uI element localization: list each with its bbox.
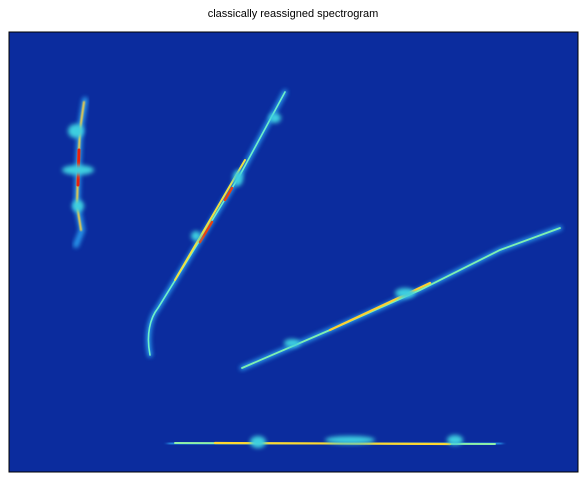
chart: classically reassigned spectrogram — [0, 0, 587, 485]
page: {"chart_data": {"type": "spectrogram", "… — [0, 0, 587, 485]
chart-title: classically reassigned spectrogram — [208, 8, 379, 20]
